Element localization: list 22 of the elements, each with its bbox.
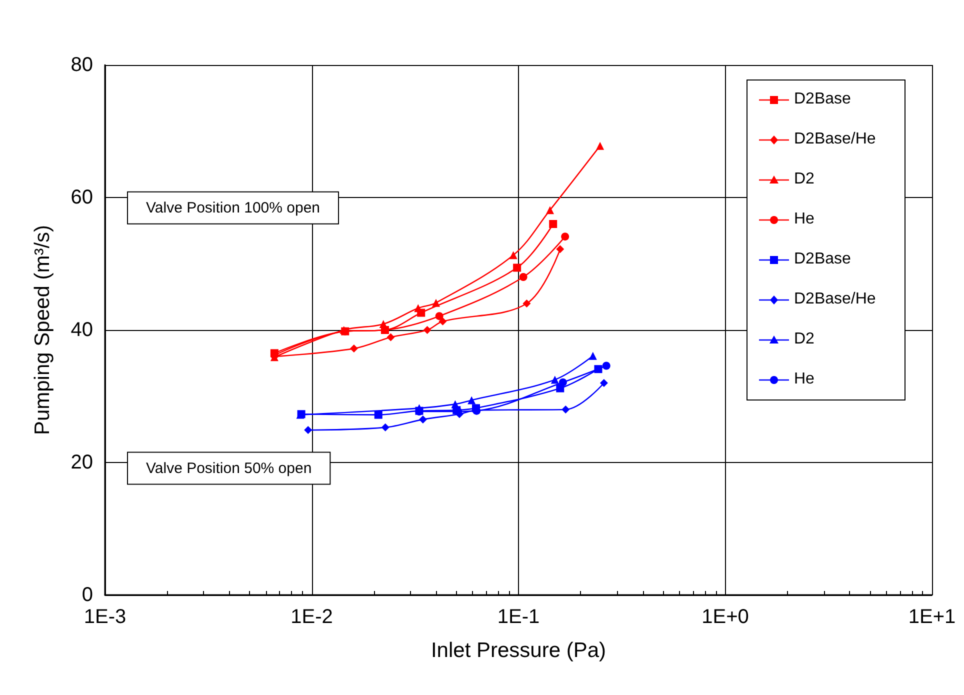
y-tick-label: 60 (70, 186, 93, 208)
legend-label: He (794, 210, 815, 228)
x-tick-label: 1E+0 (702, 606, 749, 628)
legend-label: D2Base (794, 250, 852, 268)
legend-label: He (794, 370, 815, 388)
y-tick-label: 80 (70, 54, 93, 76)
legend-label: D2 (794, 170, 815, 188)
annotation: Valve Position 100% open (146, 199, 320, 216)
legend-label: D2 (794, 330, 815, 348)
x-axis-title: Inlet Pressure (Pa) (430, 639, 606, 662)
x-tick-label: 1E-2 (290, 606, 333, 628)
legend-label: D2Base/He (794, 290, 876, 308)
y-axis-title: Pumping Speed (m³/s) (31, 224, 54, 436)
x-tick-label: 1E-1 (497, 606, 540, 628)
x-tick-label: 1E+1 (908, 606, 956, 628)
y-tick-label: 0 (82, 584, 93, 606)
legend-label: D2Base (794, 90, 852, 108)
annotation: Valve Position 50% open (146, 460, 312, 477)
legend-label: D2Base/He (794, 130, 876, 148)
y-tick-label: 20 (70, 452, 93, 474)
x-tick-label: 1E-3 (84, 606, 126, 628)
y-tick-label: 40 (70, 319, 93, 341)
